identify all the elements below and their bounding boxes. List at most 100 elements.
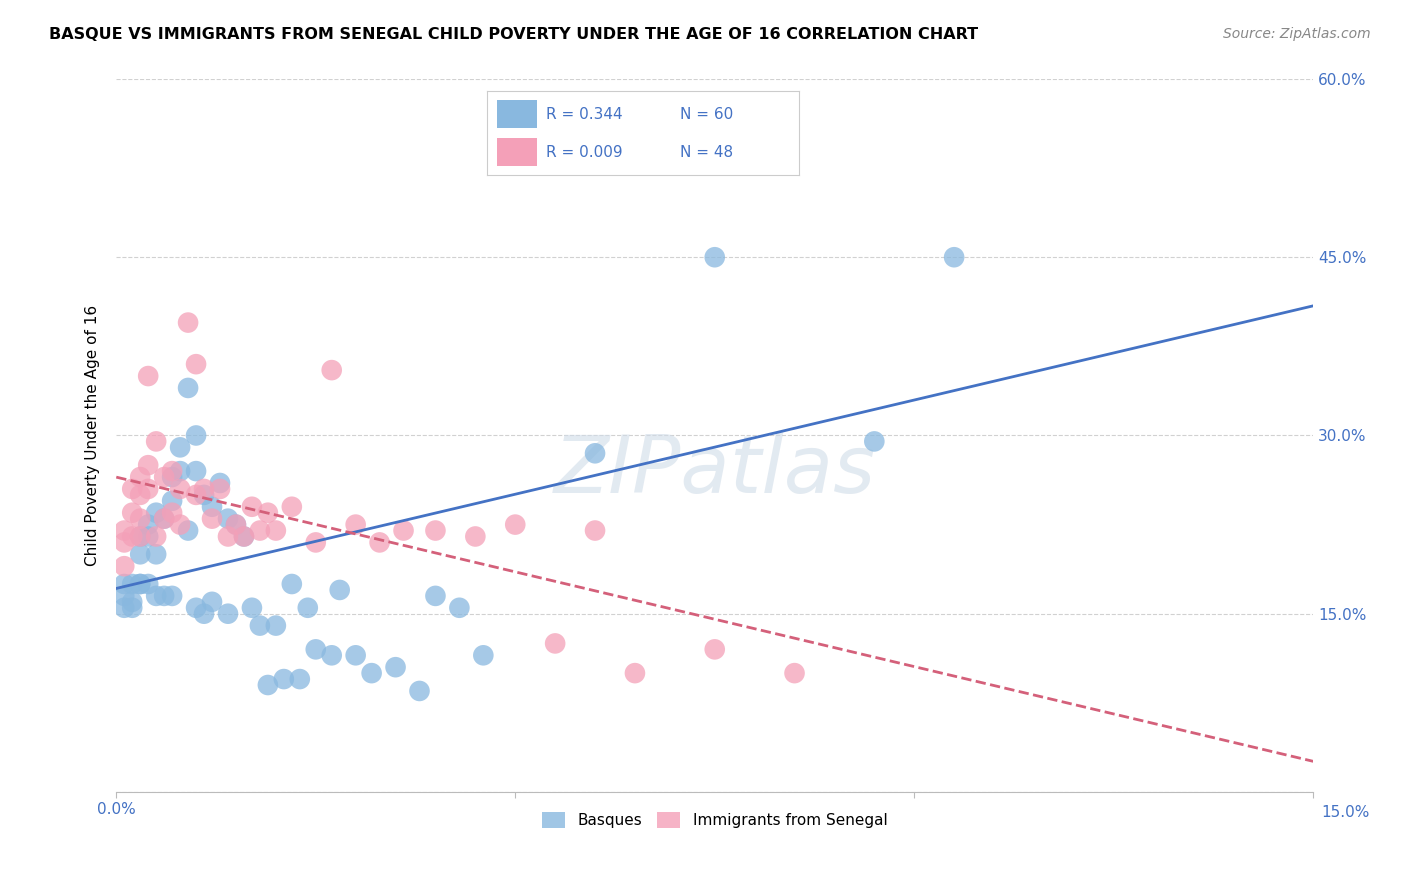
Point [233, 529, 256, 543]
Point [264, 524, 287, 538]
Point [169, 441, 191, 455]
Point [136, 482, 159, 496]
Point [136, 517, 159, 532]
Point [112, 577, 135, 591]
Point [129, 511, 152, 525]
Point [464, 529, 486, 543]
Point [112, 524, 135, 538]
Point [145, 547, 167, 561]
Point [129, 529, 152, 543]
Point [384, 660, 406, 674]
Point [112, 600, 135, 615]
Point [297, 600, 319, 615]
Point [129, 470, 152, 484]
Point [184, 600, 207, 615]
Point [145, 529, 167, 543]
Point [264, 618, 287, 632]
Point [408, 684, 430, 698]
Point [225, 517, 247, 532]
Point [863, 434, 886, 449]
Point [121, 482, 143, 496]
Text: 15.0%: 15.0% [1322, 805, 1369, 820]
Point [201, 511, 224, 525]
Point [160, 493, 183, 508]
Point [240, 500, 263, 514]
Point [177, 316, 200, 330]
Point [136, 577, 159, 591]
Point [503, 517, 526, 532]
Point [624, 666, 647, 681]
Point [240, 600, 263, 615]
Point [153, 511, 176, 525]
Point [193, 482, 215, 496]
Point [136, 529, 159, 543]
Point [129, 488, 152, 502]
Y-axis label: Child Poverty Under the Age of 16: Child Poverty Under the Age of 16 [86, 305, 100, 566]
Point [145, 434, 167, 449]
Point [121, 506, 143, 520]
Point [288, 672, 311, 686]
Point [193, 607, 215, 621]
Text: BASQUE VS IMMIGRANTS FROM SENEGAL CHILD POVERTY UNDER THE AGE OF 16 CORRELATION : BASQUE VS IMMIGRANTS FROM SENEGAL CHILD … [49, 27, 979, 42]
Point [153, 470, 176, 484]
Point [160, 464, 183, 478]
Point [503, 95, 526, 110]
Point [281, 577, 304, 591]
Point [121, 600, 143, 615]
Point [129, 547, 152, 561]
Point [943, 250, 966, 264]
Point [217, 511, 239, 525]
Point [145, 589, 167, 603]
Point [225, 517, 247, 532]
Point [153, 511, 176, 525]
Point [201, 500, 224, 514]
Point [233, 529, 256, 543]
Point [145, 506, 167, 520]
Point [583, 524, 606, 538]
Point [329, 582, 352, 597]
Point [449, 600, 471, 615]
Point [783, 666, 806, 681]
Point [136, 369, 159, 384]
Point [160, 506, 183, 520]
Point [425, 524, 447, 538]
Point [201, 595, 224, 609]
Point [129, 577, 152, 591]
Point [160, 470, 183, 484]
Point [249, 618, 271, 632]
Point [360, 666, 382, 681]
Point [392, 524, 415, 538]
Point [121, 529, 143, 543]
Point [160, 589, 183, 603]
Point [368, 535, 391, 549]
Point [208, 475, 231, 490]
Point [321, 363, 343, 377]
Point [129, 577, 152, 591]
Point [281, 500, 304, 514]
Point [217, 529, 239, 543]
Point [217, 607, 239, 621]
Point [129, 529, 152, 543]
Text: Source: ZipAtlas.com: Source: ZipAtlas.com [1223, 27, 1371, 41]
Point [112, 589, 135, 603]
Point [112, 535, 135, 549]
Point [583, 446, 606, 460]
Point [184, 464, 207, 478]
Point [121, 595, 143, 609]
Point [703, 642, 725, 657]
Point [344, 517, 367, 532]
Point [425, 589, 447, 603]
Point [184, 488, 207, 502]
Point [305, 535, 328, 549]
Point [177, 381, 200, 395]
Point [257, 506, 280, 520]
Point [153, 589, 176, 603]
Point [321, 648, 343, 663]
Point [273, 672, 295, 686]
Point [184, 428, 207, 442]
Point [112, 559, 135, 574]
Point [193, 488, 215, 502]
Point [136, 458, 159, 472]
Point [169, 482, 191, 496]
Point [184, 357, 207, 371]
